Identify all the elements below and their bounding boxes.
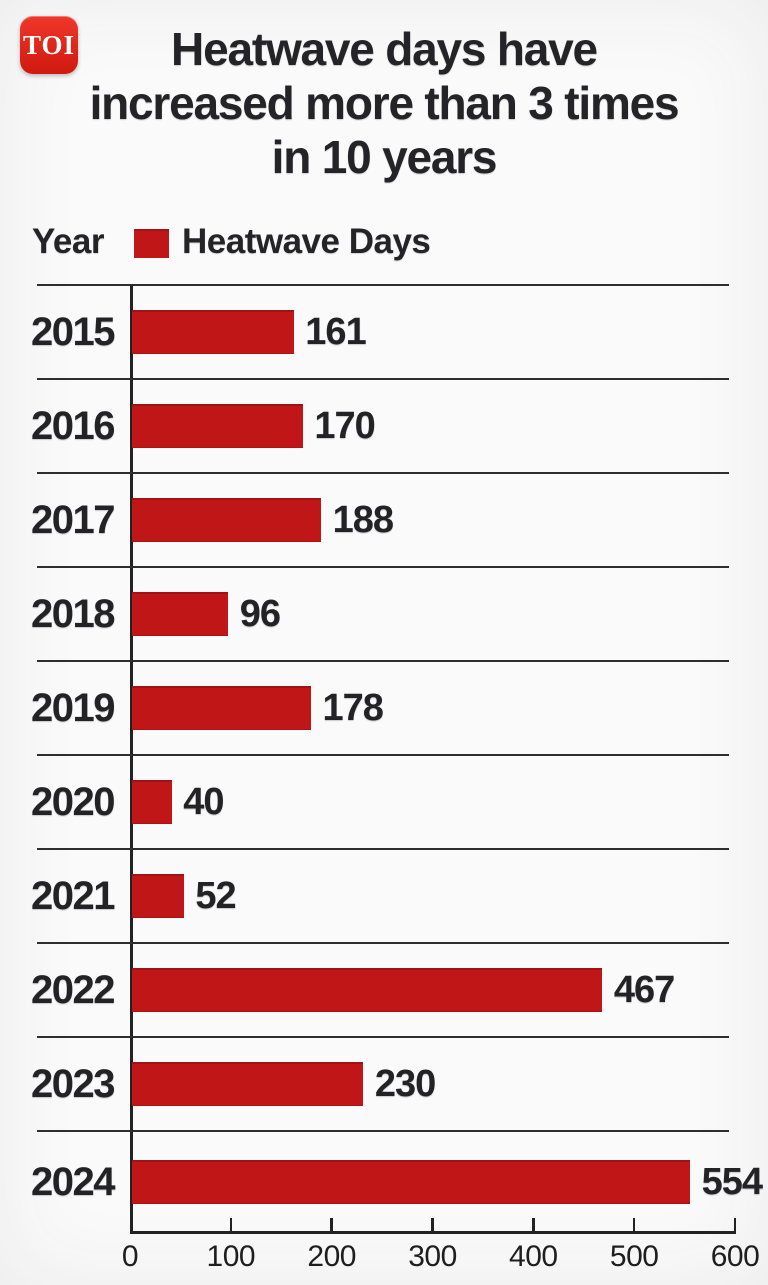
x-axis-tick <box>431 1218 434 1231</box>
row-separator-line <box>37 848 729 850</box>
x-axis-tick <box>733 1218 737 1231</box>
year-label: 2019 <box>31 686 115 730</box>
year-label: 2015 <box>31 310 115 354</box>
value-label: 230 <box>374 1063 436 1105</box>
legend-color-swatch <box>134 229 169 258</box>
heatwave-days-bar <box>131 780 172 824</box>
x-axis-tick-label: 200 <box>307 1240 356 1273</box>
value-label: 178 <box>322 687 384 729</box>
heatwave-days-bar <box>131 592 229 636</box>
legend-series-label: Heatwave Days <box>182 222 431 261</box>
y-axis-line <box>130 285 133 1233</box>
value-label: 467 <box>613 969 675 1011</box>
x-axis-tick <box>330 1218 333 1231</box>
heatwave-days-bar <box>131 968 603 1012</box>
row-separator-line <box>37 1130 729 1132</box>
value-label: 96 <box>239 593 281 635</box>
value-label: 40 <box>183 781 224 823</box>
heatwave-days-bar <box>131 874 184 918</box>
heatwave-days-bar <box>131 686 311 730</box>
row-separator-line <box>37 942 729 944</box>
year-label: 2017 <box>31 498 115 542</box>
value-label: 554 <box>701 1161 763 1203</box>
row-separator-line <box>37 566 729 568</box>
x-axis-tick-label: 300 <box>408 1240 457 1273</box>
x-axis-tick <box>532 1218 535 1231</box>
year-label: 2016 <box>31 404 115 448</box>
value-label: 170 <box>314 405 375 447</box>
toi-logo-text: TOI <box>22 29 76 60</box>
heatwave-days-bar <box>131 404 303 448</box>
chart-title-line-1: Heatwave days have <box>171 23 598 75</box>
year-label: 2018 <box>31 592 115 636</box>
year-column-label: Year <box>32 222 104 261</box>
heatwave-days-bar <box>131 310 294 354</box>
heatwave-days-bar <box>131 498 322 542</box>
x-axis-tick-label: 100 <box>206 1240 256 1273</box>
x-axis-tick-label: 400 <box>509 1240 558 1273</box>
row-separator-line <box>37 378 729 380</box>
row-separator-line <box>37 472 729 474</box>
row-separator-line <box>37 660 729 662</box>
heatwave-days-bar <box>131 1062 364 1106</box>
value-label: 161 <box>305 311 366 353</box>
row-separator-line <box>37 284 729 286</box>
year-label: 2024 <box>31 1160 115 1204</box>
x-axis-tick-label: 0 <box>121 1240 139 1273</box>
row-separator-line <box>37 754 729 756</box>
year-label: 2022 <box>31 968 115 1012</box>
value-label: 188 <box>332 499 394 541</box>
x-axis-tick <box>229 1218 233 1231</box>
chart-title-line-2: increased more than 3 times <box>89 77 680 129</box>
x-axis-tick-label: 600 <box>710 1240 760 1273</box>
heatwave-days-bar <box>131 1160 691 1204</box>
year-label: 2021 <box>31 874 115 918</box>
x-axis-tick <box>632 1218 636 1231</box>
row-separator-line <box>37 1036 729 1038</box>
chart-title-line-3: in 10 years <box>271 131 498 183</box>
x-axis-line <box>130 1231 736 1234</box>
x-axis-tick-label: 500 <box>609 1240 659 1273</box>
value-label: 52 <box>195 875 236 917</box>
chart-title: Heatwave days have increased more than 3… <box>0 22 768 184</box>
toi-logo: TOI <box>20 16 78 74</box>
year-label: 2020 <box>31 780 115 824</box>
year-label: 2023 <box>31 1062 115 1106</box>
